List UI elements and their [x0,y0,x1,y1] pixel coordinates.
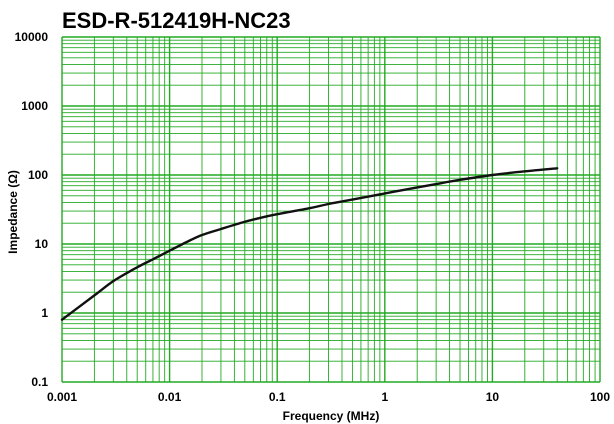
y-tick-label: 100 [28,168,48,182]
y-tick-label: 0.1 [31,375,48,389]
impedance-curve [60,167,559,321]
y-tick-label: 1 [41,306,48,320]
x-tick-label: 10 [486,390,500,404]
y-tick-label: 10000 [15,30,49,44]
x-tick-label: 1 [381,390,388,404]
y-tick-label: 10 [35,237,49,251]
x-tick-label: 0.001 [47,390,77,404]
y-tick-label: 1000 [21,99,48,113]
grid [61,36,601,383]
x-tick-label: 100 [590,390,610,404]
x-axis-label: Frequency (MHz) [283,409,380,423]
tick-labels: 0.001 0.01 0.1 1 10 100 10000 1000 100 10 1 0.1 [15,30,611,404]
y-axis-label: Impedance (Ω) [6,170,20,254]
series-layer [60,167,559,321]
x-tick-label: 0.01 [158,390,182,404]
chart-title: ESD-R-512419H-NC23 [62,8,291,33]
x-tick-label: 0.1 [269,390,286,404]
